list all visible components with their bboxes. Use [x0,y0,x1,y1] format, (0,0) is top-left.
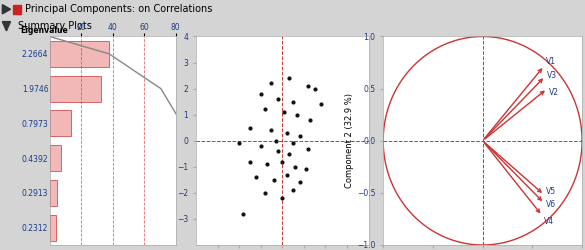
Point [271,139,280,143]
Text: Summary Plots: Summary Plots [18,21,91,31]
Point [245,160,254,164]
Point [267,128,276,132]
Point [235,141,244,145]
Point [260,108,270,112]
Point [273,97,283,101]
Point [256,92,266,96]
Text: V4: V4 [544,216,555,226]
Polygon shape [2,22,11,31]
Text: Eigenvalue: Eigenvalue [20,26,68,35]
Y-axis label: Component 2 (32.9 %): Component 2 (32.9 %) [345,93,355,188]
Point [269,178,278,182]
Point [310,86,319,90]
Point [295,180,304,184]
Point [278,160,287,164]
Text: V1: V1 [546,57,556,66]
Point [288,141,298,145]
Bar [50,110,71,136]
Point [288,188,298,192]
Bar [50,214,56,241]
Point [282,131,291,135]
Point [305,118,315,122]
Point [278,196,287,200]
Point [245,126,254,130]
Point [280,110,289,114]
Point [316,102,326,106]
Point [301,168,311,172]
Point [291,165,300,169]
Point [284,76,294,80]
Point [304,84,313,88]
Text: V5: V5 [546,187,556,196]
Text: Principal Components: on Correlations: Principal Components: on Correlations [25,4,212,14]
Point [292,113,302,117]
Point [273,149,283,153]
Polygon shape [2,4,11,14]
Point [252,175,261,179]
Bar [50,180,57,206]
Text: V6: V6 [546,200,556,209]
Point [295,134,304,138]
Point [304,146,313,150]
Text: V3: V3 [548,70,558,80]
Point [260,191,270,195]
Point [256,144,266,148]
Bar [50,41,109,67]
Point [282,173,291,177]
Bar [13,4,21,14]
Point [239,212,248,216]
Text: V2: V2 [549,88,559,97]
Bar [50,76,101,102]
Point [267,82,276,86]
Point [263,162,272,166]
Point [284,152,294,156]
Bar [50,145,61,171]
Point [288,100,298,104]
